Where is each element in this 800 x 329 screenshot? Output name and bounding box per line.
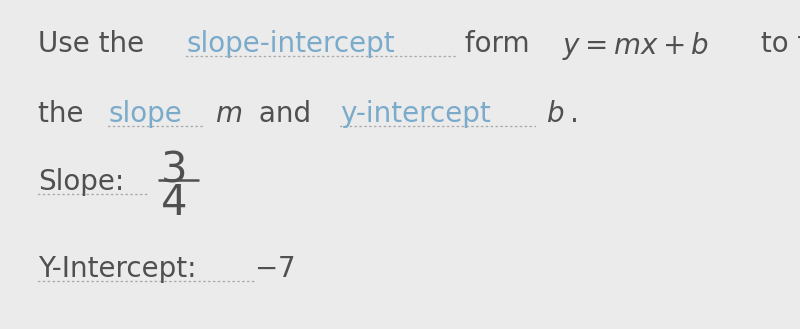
Text: 3: 3: [162, 149, 188, 191]
Text: y-intercept: y-intercept: [340, 100, 491, 128]
Text: the: the: [38, 100, 92, 128]
Text: $m$: $m$: [214, 100, 242, 128]
Text: slope-intercept: slope-intercept: [186, 30, 395, 58]
Text: $-7$: $-7$: [254, 255, 294, 283]
Text: to find: to find: [752, 30, 800, 58]
Text: Use the: Use the: [38, 30, 153, 58]
Text: Slope:: Slope:: [38, 168, 124, 196]
Text: Y-Intercept:: Y-Intercept:: [38, 255, 206, 283]
Text: slope: slope: [108, 100, 182, 128]
Text: 4: 4: [162, 182, 188, 224]
Text: $y = mx + b$: $y = mx + b$: [562, 30, 709, 62]
Text: .: .: [570, 100, 578, 128]
Text: form: form: [455, 30, 538, 58]
Text: $b$: $b$: [546, 100, 564, 128]
Text: and: and: [250, 100, 320, 128]
